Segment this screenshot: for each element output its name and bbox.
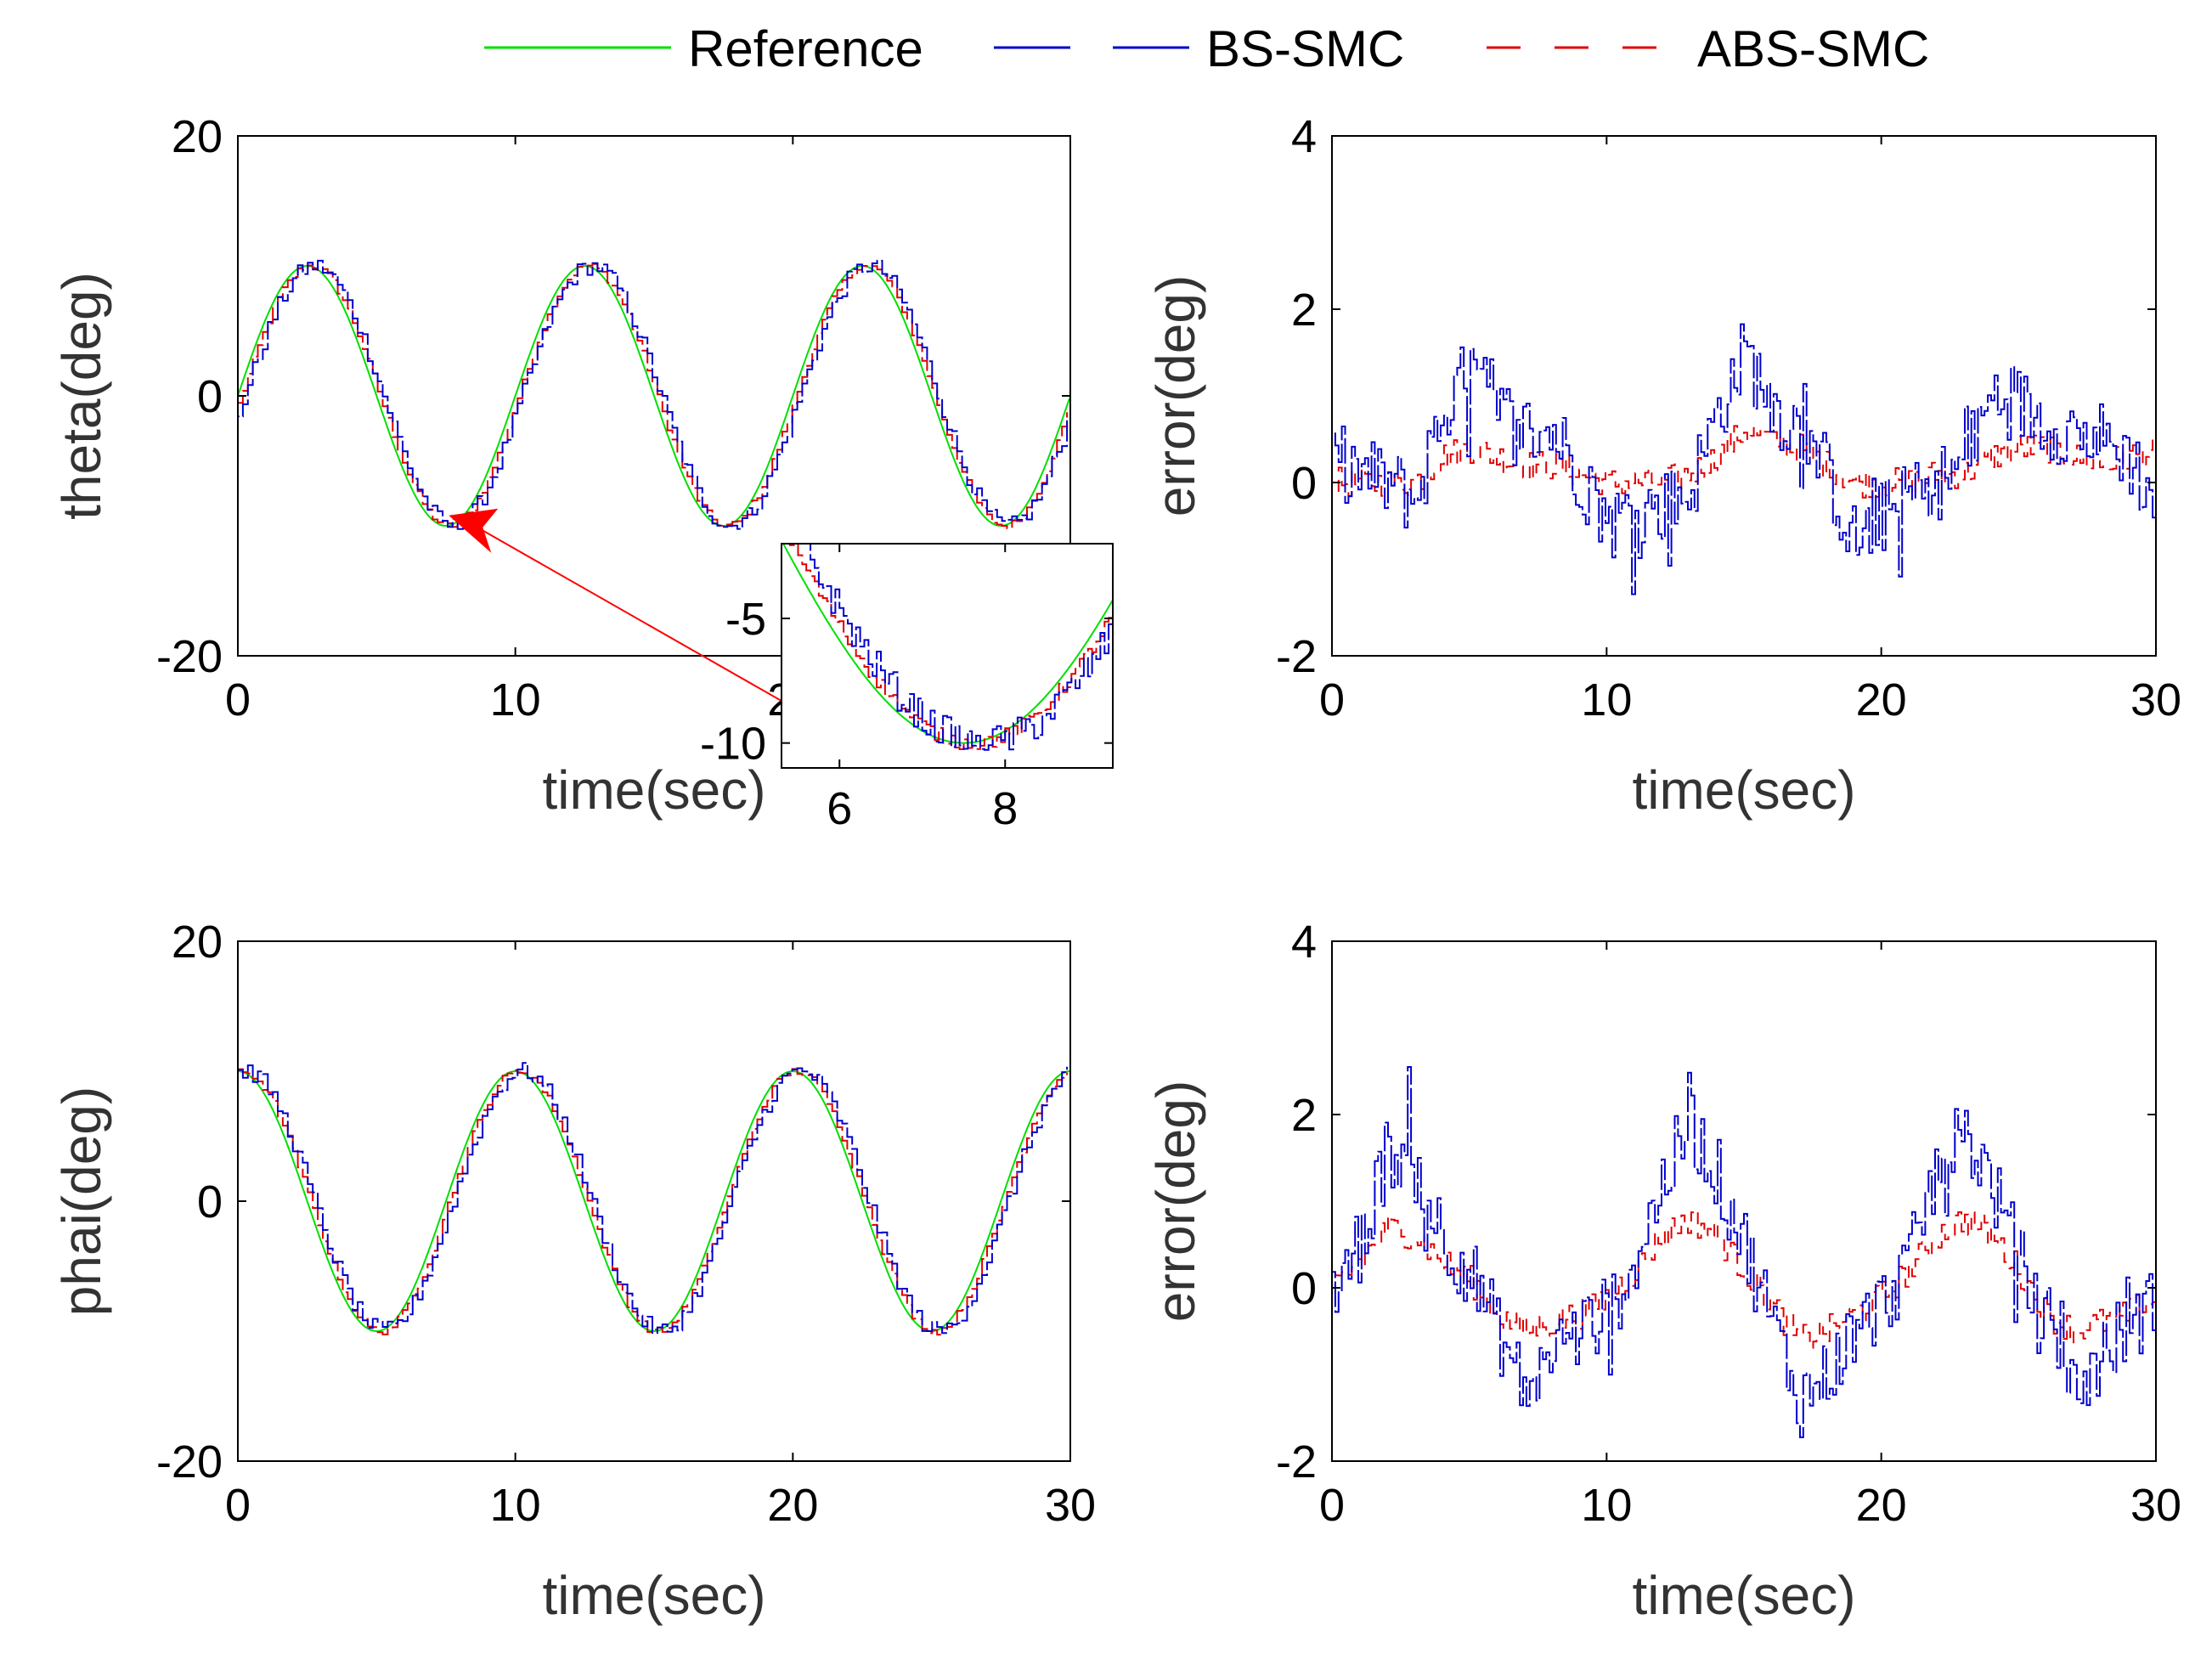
phai_error-bs-smc-line	[1332, 1066, 2156, 1438]
theta-inset-ytick-label: -5	[725, 594, 766, 645]
theta-bs-smc-line	[238, 259, 1069, 530]
theta-ytick-label: 20	[172, 111, 223, 162]
theta-inset-ytick-label: -10	[700, 719, 766, 770]
phai-reference-line	[238, 1070, 1070, 1333]
theta-inset-abs-smc-line	[788, 544, 1113, 750]
theta-ytick-label: 0	[197, 371, 223, 422]
phai_error-xtick-label: 20	[1856, 1480, 1907, 1531]
theta_error-xtick-label: 30	[2130, 674, 2181, 725]
phai-bs-smc-line	[238, 1062, 1069, 1335]
phai-xtick-label: 20	[767, 1480, 818, 1531]
legend: Reference BS-SMC ABS-SMC	[484, 20, 1929, 77]
theta-abs-smc-line	[238, 262, 1069, 529]
phai-axes-frame	[237, 940, 1071, 1462]
phai_error-ytick-label: 4	[1291, 917, 1317, 968]
phai-ylabel: phai(deg)	[51, 1086, 112, 1316]
phai-ytick-label: 20	[172, 917, 223, 968]
arrow-head	[449, 508, 499, 553]
theta-inset-xtick-label: 8	[992, 783, 1018, 834]
theta-inset-xtick-label: 6	[827, 783, 852, 834]
phai_error-ytick-label: -2	[1276, 1436, 1317, 1487]
phai-xtick-label: 30	[1045, 1480, 1096, 1531]
phai-xlabel: time(sec)	[542, 1565, 765, 1626]
theta-inset-panel: 6 8 -10 -5	[700, 543, 1114, 834]
theta-inset-axes-frame	[781, 543, 1114, 769]
theta_error-ytick-label: 4	[1291, 111, 1317, 162]
theta_error-axes-frame	[1331, 135, 2157, 657]
theta-xtick-label: 10	[490, 674, 541, 725]
arrow-shaft	[473, 524, 812, 719]
legend-bs-smc-label: BS-SMC	[1206, 20, 1404, 77]
theta-ytick-label: -20	[156, 631, 223, 682]
phai-abs-smc-line	[238, 1068, 1069, 1336]
phai_error-ytick-label: 0	[1291, 1263, 1317, 1314]
theta-ylabel: theta(deg)	[51, 272, 112, 520]
phai_error-ylabel: error(deg)	[1145, 1081, 1206, 1323]
theta_error-bs-smc-line	[1332, 323, 2156, 595]
phai_error-abs-smc-line	[1332, 1209, 2156, 1349]
phai_error-xtick-label: 0	[1319, 1480, 1345, 1531]
theta-inset-bs-smc-line	[810, 544, 1113, 751]
phai_error-axes-frame	[1331, 940, 2157, 1462]
phai_error-xlabel: time(sec)	[1632, 1565, 1855, 1626]
theta_error-ylabel: error(deg)	[1145, 275, 1206, 517]
theta-inset-reference-line	[782, 544, 1113, 744]
theta_error-ytick-label: -2	[1276, 631, 1317, 682]
theta_error-ytick-label: 0	[1291, 458, 1317, 509]
phai_error-ytick-label: 2	[1291, 1090, 1317, 1141]
phai-ytick-label: -20	[156, 1436, 223, 1487]
theta_error-xtick-label: 20	[1856, 674, 1907, 725]
theta-xtick-label: 0	[225, 674, 251, 725]
theta-xlabel: time(sec)	[542, 759, 765, 821]
theta_error-xtick-label: 0	[1319, 674, 1345, 725]
phai_error-xtick-label: 10	[1581, 1480, 1632, 1531]
theta_error-xlabel: time(sec)	[1632, 759, 1855, 821]
theta-reference-line	[238, 264, 1070, 528]
theta_error-ytick-label: 2	[1291, 285, 1317, 336]
legend-reference-label: Reference	[688, 20, 923, 77]
phai-xtick-label: 0	[225, 1480, 251, 1531]
theta-inset-inset-bg	[782, 544, 1113, 768]
phai-xtick-label: 10	[490, 1480, 541, 1531]
phai_error-xtick-label: 30	[2130, 1480, 2181, 1531]
phai-ytick-label: 0	[197, 1177, 223, 1228]
legend-abs-smc-label: ABS-SMC	[1697, 20, 1929, 77]
theta_error-xtick-label: 10	[1581, 674, 1632, 725]
inset-arrow	[449, 508, 812, 719]
